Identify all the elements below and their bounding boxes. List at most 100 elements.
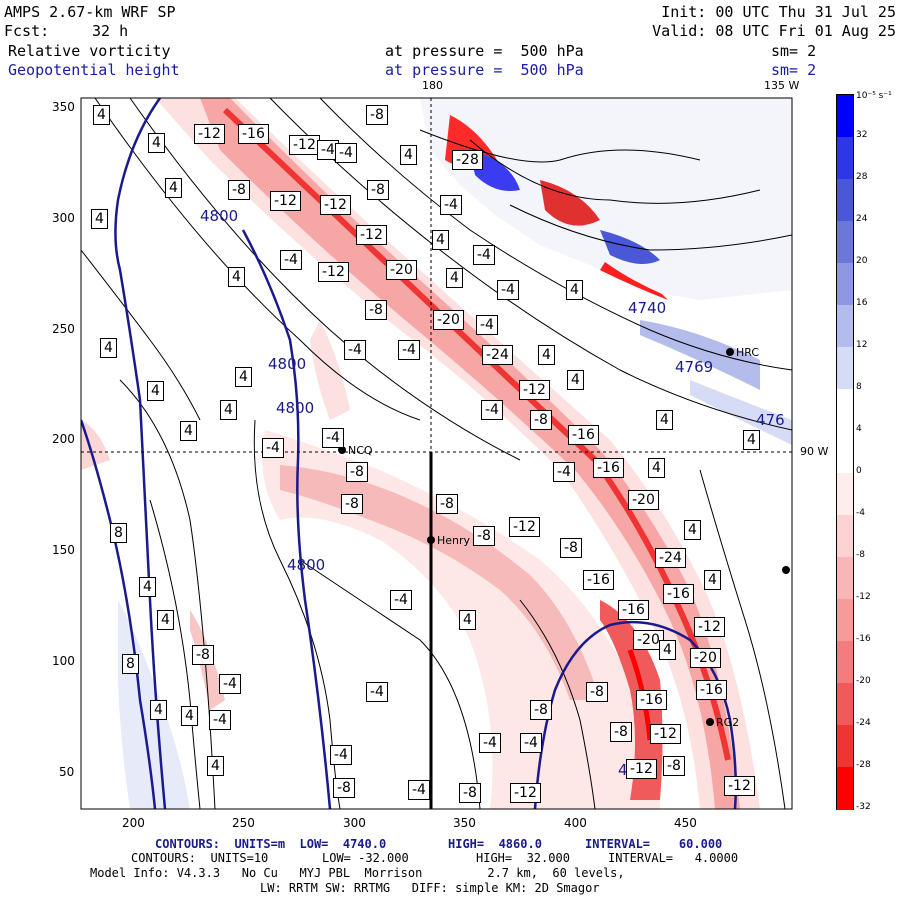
vorticity-contour-label: -20 [690, 648, 721, 668]
vorticity-contour-label: -16 [618, 600, 649, 620]
vorticity-contour-label: -16 [636, 690, 667, 710]
vorticity-contour-label: 4 [181, 706, 198, 726]
colorbar-label: 4 [856, 424, 862, 434]
colorbar-label: -20 [856, 676, 871, 686]
y-tick: 100 [52, 654, 75, 668]
x-tick: 400 [564, 816, 587, 830]
forecast-label: Fcst: [4, 22, 50, 40]
vorticity-contour-label: -8 [341, 494, 363, 514]
vorticity-contour-label: -12 [289, 135, 320, 155]
colorbar-segment [837, 599, 853, 642]
colorbar-segment [837, 515, 853, 558]
vorticity-contour-label: -8 [586, 682, 608, 702]
vorticity-contour-label: -4 [440, 195, 462, 215]
y-tick: 250 [52, 322, 75, 336]
vorticity-contour-label: -12 [318, 262, 349, 282]
height-label: 4800 [287, 556, 326, 574]
vorticity-contour-label: -20 [628, 490, 659, 510]
vorticity-contour-label: -4 [335, 143, 357, 163]
vorticity-contour-label: -4 [479, 733, 501, 753]
vorticity-contour-label: -8 [333, 778, 355, 798]
colorbar-label: 12 [856, 340, 868, 350]
footer-vort-high: HIGH= 32.000 [476, 851, 570, 865]
vorticity-contour-label: -8 [530, 700, 552, 720]
station-marker-hrc [726, 348, 734, 356]
vorticity-contour-label: 8 [122, 654, 139, 674]
vorticity-contour-label: -8 [365, 300, 387, 320]
colorbar-segment [837, 137, 853, 180]
colorbar-segment [837, 347, 853, 390]
vorticity-contour-label: -16 [568, 425, 599, 445]
vorticity-contour-label: -8 [367, 180, 389, 200]
station-label-rg2: RG2 [716, 716, 740, 729]
vorticity-contour-label: 4 [148, 133, 165, 153]
terrain-vorticity-region [420, 98, 792, 300]
vorticity-contour-label: -28 [452, 150, 483, 170]
colorbar-label: 32 [856, 130, 868, 140]
vorticity-contour-label: 4 [656, 410, 673, 430]
vorticity-contour-label: 4 [180, 421, 197, 441]
vorticity-contour-label: -8 [663, 756, 685, 776]
vorticity-contour-label: -20 [433, 310, 464, 330]
height-contour [81, 419, 157, 809]
footer-height-high: HIGH= 4860.0 [448, 837, 542, 851]
colorbar-segment [837, 557, 853, 600]
colorbar-segment [837, 767, 853, 810]
vorticity-contour-label: -4 [390, 590, 412, 610]
station-marker-ncq [338, 446, 346, 454]
vorticity-contour-label: -12 [650, 724, 681, 744]
vorticity-contour-label: 4 [100, 338, 117, 358]
vorticity-contour-label: -20 [386, 260, 417, 280]
colorbar-label: -12 [856, 592, 871, 602]
vorticity-contour-label: 4 [207, 756, 224, 776]
colorbar-label: 16 [856, 298, 868, 308]
colorbar-label: -28 [856, 760, 871, 770]
vorticity-contour-label: -8 [346, 462, 368, 482]
vorticity-contour-label: -12 [194, 124, 225, 144]
x-tick: 200 [122, 816, 145, 830]
footer-physics: LW: RRTM SW: RRTMG DIFF: simple KM: 2D S… [260, 881, 600, 895]
field2-level: at pressure = 500 hPa [385, 61, 584, 79]
vorticity-contour-label: -4 [520, 733, 542, 753]
vorticity-contour-label: -12 [356, 225, 387, 245]
vorticity-contour-label: -12 [270, 191, 301, 211]
vorticity-contour-label: 4 [235, 367, 252, 387]
x-tick: 300 [343, 816, 366, 830]
colorbar-label: -16 [856, 634, 871, 644]
footer-vort-contours: CONTOURS: UNITS=10 [131, 851, 269, 865]
vorticity-contour-label: -4 [476, 315, 498, 335]
vorticity-contour-label: -4 [497, 280, 519, 300]
height-label: 4800 [268, 355, 307, 373]
colorbar-segment [837, 221, 853, 264]
height-label: 4740 [628, 299, 667, 317]
x-tick: 450 [674, 816, 697, 830]
height-label: 4800 [276, 399, 315, 417]
vorticity-contour-label: -16 [696, 680, 727, 700]
vorticity-contour-label: 4 [91, 209, 108, 229]
forecast-value: 32 h [92, 22, 129, 40]
vorticity-contour-label: -8 [560, 538, 582, 558]
vorticity-contour-label: -8 [436, 494, 458, 514]
y-tick: 300 [52, 211, 75, 225]
vorticity-contour-label: -4 [553, 462, 575, 482]
colorbar-unit: 10⁻⁵ s⁻¹ [856, 91, 892, 101]
footer-vort-low: LOW= -32.000 [322, 851, 409, 865]
colorbar-label: -24 [856, 718, 871, 728]
valid-time: Valid: 08 UTC Fri 01 Aug 25 [652, 22, 896, 40]
x-tick: 250 [232, 816, 255, 830]
vorticity-contour-label: 4 [446, 268, 463, 288]
vorticity-contour-label: -8 [228, 180, 250, 200]
vorticity-contour-label: -8 [610, 722, 632, 742]
colorbar-segment [837, 263, 853, 306]
vorticity-contour-label: -20 [633, 630, 664, 650]
colorbar-label: -8 [856, 550, 865, 560]
vorticity-contour-label: -16 [663, 584, 694, 604]
field2-smoothing: sm= 2 [771, 61, 817, 79]
vorticity-contour-label: -4 [219, 674, 241, 694]
vorticity-contour-label: 4 [538, 345, 555, 365]
vorticity-contour-label: 4 [459, 610, 476, 630]
vorticity-contour-label: -4 [473, 245, 495, 265]
vorticity-contour-label: -16 [593, 458, 624, 478]
footer-height-interval: INTERVAL= 60.000 [585, 837, 723, 851]
